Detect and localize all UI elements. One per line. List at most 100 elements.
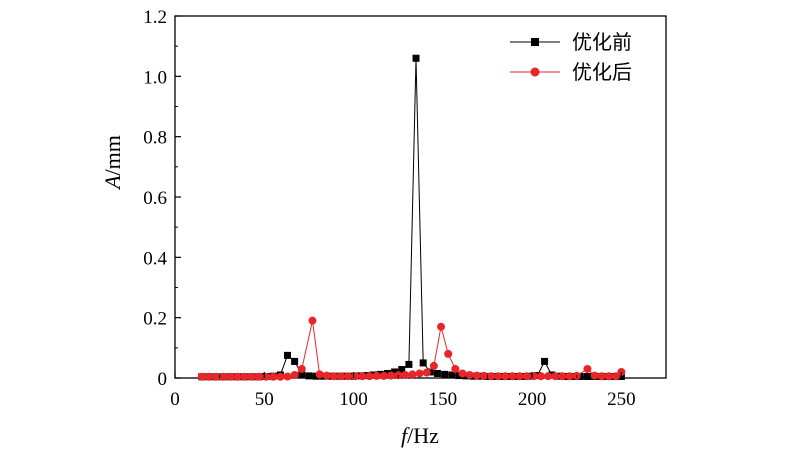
y-axis-title: A/mm (100, 135, 125, 191)
x-tick-label: 200 (518, 389, 547, 410)
data-point-circle (276, 372, 285, 381)
series-layer (197, 54, 626, 381)
data-point-circle (487, 372, 496, 381)
data-point-circle (508, 372, 517, 381)
data-point-circle (472, 371, 481, 380)
data-point-square (398, 366, 406, 374)
y-axis-title-symbol: A (100, 175, 125, 191)
data-point-circle (269, 372, 278, 381)
data-point-circle (515, 372, 524, 381)
y-tick-label: 0.6 (143, 188, 167, 209)
data-point-circle (604, 372, 613, 381)
data-point-circle (226, 372, 235, 381)
series-2 (197, 316, 626, 381)
data-point-circle (337, 372, 346, 381)
y-tick-label: 0.8 (143, 128, 167, 149)
data-point-circle (254, 372, 263, 381)
legend-label: 优化后 (572, 60, 632, 84)
data-point-square (283, 351, 291, 359)
data-point-circle (429, 361, 438, 370)
x-axis-title-symbol: f (401, 423, 410, 448)
data-point-circle (537, 372, 546, 381)
data-point-circle (315, 370, 324, 379)
data-point-square (383, 369, 391, 377)
data-point-circle (387, 371, 396, 380)
x-tick-label: 150 (429, 389, 458, 410)
y-axis-title-unit: /mm (100, 135, 125, 175)
data-point-circle (551, 372, 560, 381)
data-point-square (298, 370, 306, 378)
data-point-circle (297, 364, 306, 373)
data-point-square (412, 54, 420, 62)
data-point-circle (344, 372, 353, 381)
data-point-circle (501, 372, 510, 381)
y-tick-label: 0.4 (143, 248, 167, 269)
data-point-square (531, 38, 539, 46)
x-tick-label: 100 (339, 389, 368, 410)
axes-layer: 0 50 100 150 200 250 0 0.2 0.4 0.6 0.8 1.0 1.2 (143, 7, 667, 410)
data-point-circle (372, 371, 381, 380)
data-point-circle (437, 322, 446, 331)
data-point-circle (530, 67, 540, 77)
x-tick-label: 250 (607, 389, 636, 410)
data-point-square (391, 368, 399, 376)
data-point-circle (197, 372, 206, 381)
data-point-circle (583, 364, 592, 373)
data-point-circle (565, 372, 574, 381)
data-point-square (291, 357, 299, 365)
data-point-square (441, 370, 449, 378)
data-point-circle (590, 371, 599, 380)
y-tick-label: 1.2 (143, 7, 167, 28)
data-point-circle (219, 372, 228, 381)
data-point-circle (358, 372, 367, 381)
data-point-circle (479, 371, 488, 380)
data-point-circle (247, 372, 256, 381)
series-1 (198, 54, 625, 381)
data-point-circle (240, 372, 249, 381)
data-point-square (448, 371, 456, 379)
data-point-circle (365, 372, 374, 381)
data-point-circle (283, 372, 292, 381)
data-point-circle (379, 371, 388, 380)
legend-item-2: 优化后 (510, 60, 632, 84)
data-point-circle (415, 369, 424, 378)
y-tick-label: 0 (158, 369, 168, 390)
data-point-circle (529, 372, 538, 381)
data-point-circle (422, 368, 431, 377)
data-point-circle (233, 372, 242, 381)
data-point-square (405, 360, 413, 368)
data-point-circle (329, 372, 338, 381)
x-tick-label: 50 (255, 389, 274, 410)
x-tick-label: 0 (170, 389, 180, 410)
data-point-square (583, 372, 591, 380)
data-point-circle (558, 372, 567, 381)
data-point-circle (465, 370, 474, 379)
data-point-square (312, 372, 320, 380)
data-point-circle (290, 370, 299, 379)
x-axis-title: f/Hz (401, 423, 439, 448)
y-tick-label: 0.2 (143, 309, 167, 330)
data-point-circle (262, 372, 271, 381)
data-point-square (455, 372, 463, 380)
data-point-circle (617, 367, 626, 376)
series-line (201, 58, 622, 378)
data-point-square (433, 369, 441, 377)
data-point-square (419, 359, 427, 367)
y-tick-label: 1.0 (143, 67, 167, 88)
data-point-circle (401, 370, 410, 379)
data-point-circle (444, 349, 453, 358)
data-point-circle (597, 372, 606, 381)
data-point-circle (544, 372, 553, 381)
data-point-circle (322, 371, 331, 380)
data-point-square (541, 357, 549, 365)
data-point-circle (408, 370, 417, 379)
data-point-circle (522, 372, 531, 381)
data-point-circle (458, 369, 467, 378)
x-axis-title-unit: /Hz (407, 423, 439, 448)
data-point-circle (451, 364, 460, 373)
data-point-circle (351, 372, 360, 381)
data-point-circle (494, 372, 503, 381)
legend-label: 优化前 (572, 30, 632, 54)
series-line (201, 320, 622, 378)
